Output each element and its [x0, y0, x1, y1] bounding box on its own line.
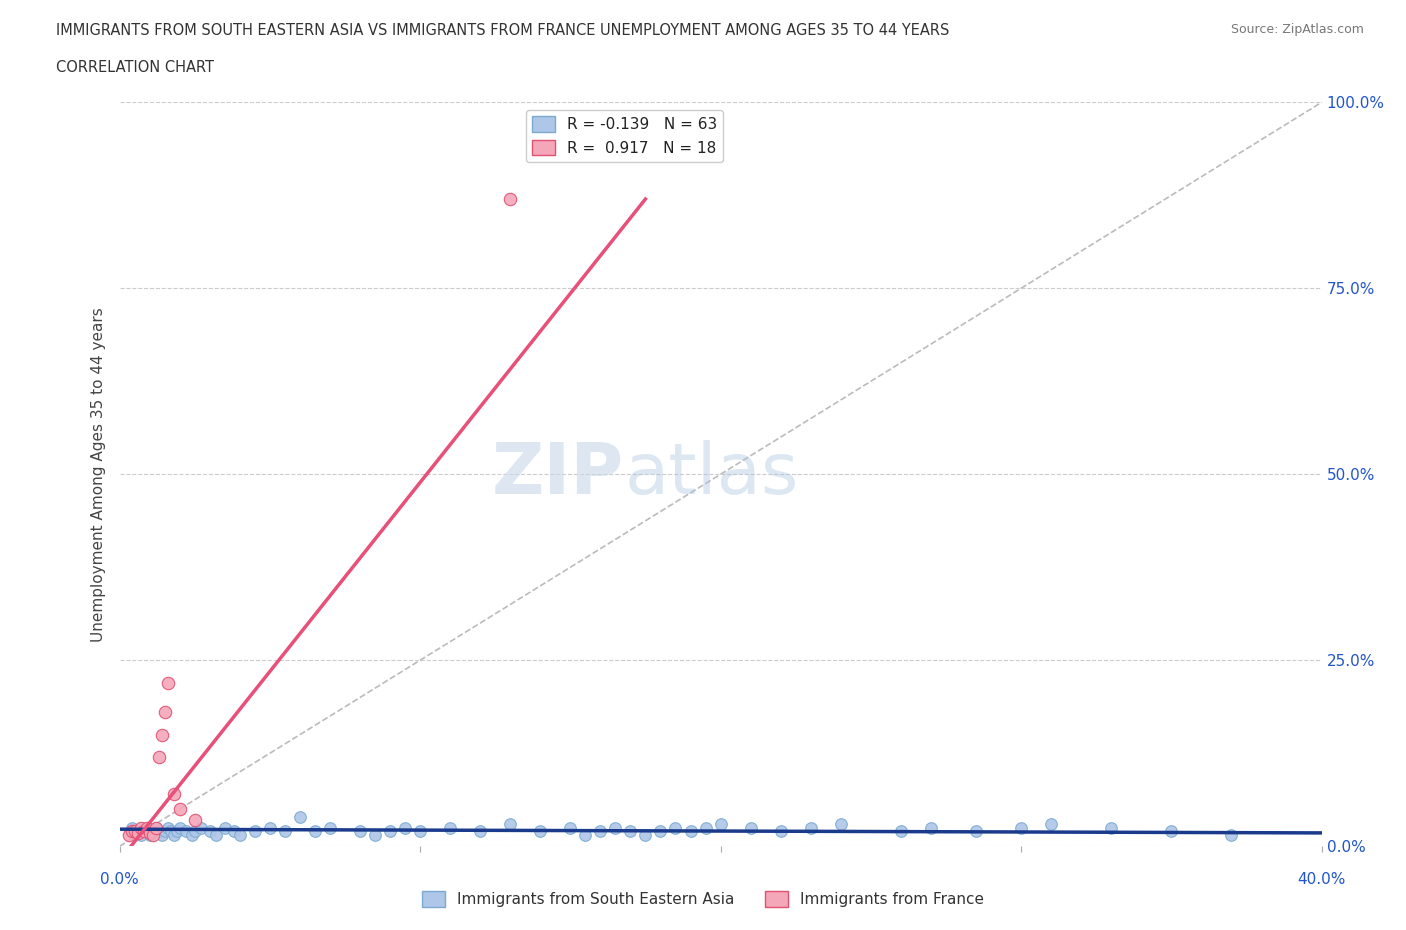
- Point: [378, 824, 401, 839]
- Point: [148, 824, 170, 839]
- Point: [121, 824, 143, 839]
- Point: [288, 809, 311, 824]
- Point: [159, 824, 181, 839]
- Text: CORRELATION CHART: CORRELATION CHART: [56, 60, 214, 75]
- Point: [1040, 817, 1063, 831]
- Text: 0.0%: 0.0%: [100, 872, 139, 887]
- Point: [243, 824, 266, 839]
- Text: 40.0%: 40.0%: [1298, 872, 1346, 887]
- Point: [169, 820, 191, 835]
- Point: [679, 824, 702, 839]
- Point: [1220, 828, 1243, 843]
- Point: [529, 824, 551, 839]
- Point: [259, 820, 281, 835]
- Point: [1099, 820, 1122, 835]
- Point: [127, 826, 149, 841]
- Point: [180, 828, 202, 843]
- Point: [468, 824, 492, 839]
- Point: [169, 802, 191, 817]
- Point: [364, 828, 387, 843]
- Point: [153, 705, 176, 720]
- Point: [214, 820, 236, 835]
- Point: [190, 820, 212, 835]
- Point: [769, 824, 792, 839]
- Point: [664, 820, 686, 835]
- Point: [830, 817, 852, 831]
- Point: [499, 817, 522, 831]
- Point: [145, 820, 167, 835]
- Point: [166, 824, 188, 839]
- Point: [129, 820, 152, 835]
- Point: [304, 824, 326, 839]
- Point: [156, 675, 179, 690]
- Point: [409, 824, 432, 839]
- Point: [1010, 820, 1032, 835]
- Point: [135, 820, 157, 835]
- Point: [560, 820, 582, 835]
- Point: [150, 828, 173, 843]
- Point: [394, 820, 416, 835]
- Point: [117, 828, 139, 843]
- Point: [695, 820, 717, 835]
- Point: [274, 824, 297, 839]
- Point: [228, 828, 252, 843]
- Point: [650, 824, 672, 839]
- Point: [965, 824, 987, 839]
- Point: [145, 820, 167, 835]
- Point: [740, 820, 762, 835]
- Point: [499, 192, 522, 206]
- Point: [890, 824, 912, 839]
- Point: [135, 820, 157, 835]
- Point: [148, 750, 170, 764]
- Point: [589, 824, 612, 839]
- Point: [1160, 824, 1182, 839]
- Point: [634, 828, 657, 843]
- Point: [349, 824, 371, 839]
- Point: [132, 824, 155, 839]
- Point: [198, 824, 221, 839]
- Y-axis label: Unemployment Among Ages 35 to 44 years: Unemployment Among Ages 35 to 44 years: [91, 307, 107, 642]
- Point: [138, 828, 160, 843]
- Point: [920, 820, 942, 835]
- Point: [142, 824, 165, 839]
- Point: [129, 828, 152, 843]
- Text: ZIP: ZIP: [492, 440, 624, 509]
- Point: [319, 820, 342, 835]
- Point: [142, 828, 165, 843]
- Point: [162, 828, 184, 843]
- Point: [162, 787, 184, 802]
- Legend: R = -0.139   N = 63, R =  0.917   N = 18: R = -0.139 N = 63, R = 0.917 N = 18: [526, 110, 723, 162]
- Legend: Immigrants from South Eastern Asia, Immigrants from France: Immigrants from South Eastern Asia, Immi…: [416, 884, 990, 913]
- Point: [150, 727, 173, 742]
- Text: atlas: atlas: [624, 440, 799, 509]
- Point: [183, 824, 205, 839]
- Point: [439, 820, 461, 835]
- Point: [222, 824, 245, 839]
- Text: IMMIGRANTS FROM SOUTH EASTERN ASIA VS IMMIGRANTS FROM FRANCE UNEMPLOYMENT AMONG : IMMIGRANTS FROM SOUTH EASTERN ASIA VS IM…: [56, 23, 949, 38]
- Point: [138, 826, 160, 841]
- Point: [574, 828, 596, 843]
- Point: [605, 820, 627, 835]
- Point: [174, 824, 197, 839]
- Point: [153, 824, 176, 839]
- Point: [127, 824, 149, 839]
- Point: [619, 824, 641, 839]
- Point: [121, 820, 143, 835]
- Point: [156, 820, 179, 835]
- Point: [204, 828, 226, 843]
- Point: [800, 820, 823, 835]
- Point: [124, 824, 146, 839]
- Point: [132, 824, 155, 839]
- Point: [709, 817, 731, 831]
- Point: [183, 813, 205, 828]
- Text: Source: ZipAtlas.com: Source: ZipAtlas.com: [1230, 23, 1364, 36]
